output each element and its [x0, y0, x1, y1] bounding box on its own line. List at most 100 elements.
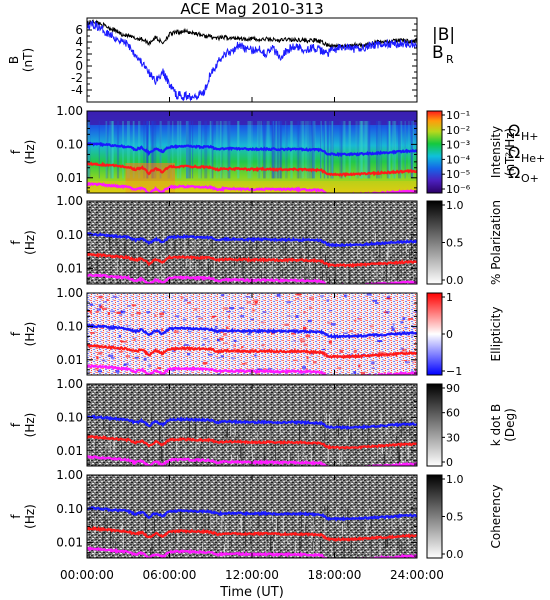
- heatmap-speckle: [131, 304, 137, 307]
- gyro-legend: Ω H+Ω He+Ω O+: [508, 121, 545, 185]
- heatmap-speckle: [400, 321, 404, 324]
- heatmap-speckle: [300, 340, 306, 343]
- y-tick-label: 1.00: [56, 286, 83, 300]
- heatmap-streak: [169, 544, 171, 558]
- heatmap-speckle: [245, 296, 250, 298]
- heatmap-streak: [245, 456, 247, 466]
- heatmap-streak: [230, 538, 232, 547]
- heatmap-streak: [212, 557, 214, 558]
- omega-he-curve: [87, 525, 417, 542]
- y-tick-label: 2: [75, 47, 83, 61]
- heatmap-streak: [279, 423, 281, 436]
- heatmap-speckle: [301, 373, 304, 375]
- heatmap-speckle: [330, 322, 336, 326]
- x-tick-label: 12:00:00: [225, 568, 279, 582]
- heatmap-stripe: [87, 121, 90, 179]
- heatmap-streak: [138, 271, 140, 278]
- heatmap-speckle: [223, 333, 227, 336]
- colorbar-tick-label: 0: [446, 456, 453, 469]
- heatmap-stripe: [339, 121, 342, 179]
- heatmap-speckle: [182, 318, 187, 321]
- heatmap-streak: [273, 533, 275, 542]
- heatmap-streak: [334, 262, 336, 281]
- heatmap-speckle: [261, 344, 265, 347]
- heatmap-streak: [163, 435, 165, 443]
- x-tick-label: 00:00:00: [60, 568, 114, 582]
- heatmap-streak: [211, 238, 213, 251]
- heatmap-speckle: [247, 332, 251, 336]
- heatmap-stripe: [367, 121, 371, 179]
- heatmap-streak: [287, 537, 289, 545]
- heatmap-speckle: [301, 366, 307, 369]
- y-tick-label: 0.01: [56, 262, 83, 276]
- heatmap-streak: [126, 554, 128, 558]
- heatmap-stripe: [393, 121, 395, 179]
- heatmap-streak: [198, 451, 200, 459]
- omega-h-curve: [87, 231, 417, 248]
- colorbar-label: % Polarization: [489, 200, 503, 285]
- heatmap-streak: [179, 513, 181, 522]
- heatmap-speckle: [95, 310, 100, 313]
- heatmap-streak: [124, 276, 126, 284]
- heatmap-streak: [404, 458, 406, 466]
- heatmap-stripe: [98, 121, 100, 179]
- heatmap-streak: [104, 515, 106, 535]
- chart-title: ACE Mag 2010-313: [180, 0, 323, 18]
- heatmap-speckle: [369, 325, 374, 328]
- heatmap-streak: [396, 435, 398, 444]
- heatmap-streak: [194, 423, 196, 444]
- heatmap-streak: [370, 511, 372, 520]
- heatmap-streak: [295, 259, 297, 271]
- heatmap-streak: [124, 243, 126, 260]
- heatmap-streak: [212, 260, 214, 268]
- heatmap-speckle: [372, 299, 378, 302]
- heatmap-streak: [326, 413, 328, 433]
- heatmap-streak: [216, 515, 218, 523]
- heatmap-speckle: [303, 343, 308, 347]
- colorbar-label-text: Intensity: [489, 126, 503, 178]
- heatmap-streak: [402, 419, 404, 433]
- heatmap-stripe: [400, 121, 403, 179]
- heatmap-streak: [94, 461, 96, 466]
- heatmap-streak: [385, 422, 387, 436]
- y-axis-label-text: f: [9, 514, 23, 519]
- heatmap-streak: [380, 413, 382, 430]
- y-tick-label: 0.01: [56, 353, 83, 367]
- heatmap-streak: [90, 257, 92, 270]
- heatmap-speckle: [355, 333, 359, 336]
- heatmap-streak: [238, 432, 240, 446]
- heatmap-streak: [319, 540, 321, 550]
- heatmap-streak: [298, 452, 300, 466]
- heatmap-stripe: [360, 121, 364, 179]
- heatmap-streak: [282, 268, 284, 277]
- colorbar-tick-label: 0: [446, 328, 453, 341]
- heatmap-streak: [397, 536, 399, 547]
- heatmap-speckle: [391, 329, 395, 332]
- colorbar-tick-label: 10⁻⁴: [446, 153, 471, 166]
- heatmap-streak: [339, 452, 341, 466]
- heatmap-streak: [213, 256, 215, 272]
- heatmap-streak: [205, 260, 207, 267]
- y-axis-units-text: (Hz): [23, 140, 37, 165]
- heatmap-stripe: [324, 121, 327, 179]
- heatmap-streak: [305, 455, 307, 466]
- heatmap-streak: [115, 513, 117, 528]
- heatmap-streak: [284, 532, 286, 549]
- heatmap-streak: [379, 544, 381, 558]
- heatmap-streak: [89, 276, 91, 284]
- colorbar-tick-label: 0.0: [446, 274, 464, 287]
- heatmap-streak: [345, 459, 347, 466]
- b-field-lines: [87, 19, 417, 102]
- heatmap-streak: [385, 440, 387, 458]
- heatmap-streak: [405, 236, 407, 253]
- heatmap-speckle: [115, 369, 120, 373]
- heatmap-stripe: [204, 121, 208, 179]
- heatmap-speckle: [371, 361, 375, 365]
- heatmap-speckle: [102, 307, 107, 311]
- heatmap-streak: [401, 541, 403, 554]
- heatmap-streak: [251, 438, 253, 453]
- legend-b-r: B: [432, 43, 444, 63]
- heatmap-stripe: [185, 121, 189, 179]
- heatmap-streak: [191, 275, 193, 284]
